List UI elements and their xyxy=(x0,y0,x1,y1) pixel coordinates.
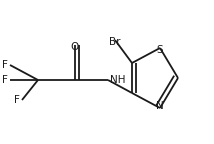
Text: N: N xyxy=(156,101,164,111)
Text: F: F xyxy=(2,60,8,70)
Text: S: S xyxy=(157,45,163,55)
Text: F: F xyxy=(14,95,20,105)
Text: Br: Br xyxy=(109,37,121,47)
Text: NH: NH xyxy=(110,75,125,85)
Text: F: F xyxy=(2,75,8,85)
Text: O: O xyxy=(71,42,79,52)
